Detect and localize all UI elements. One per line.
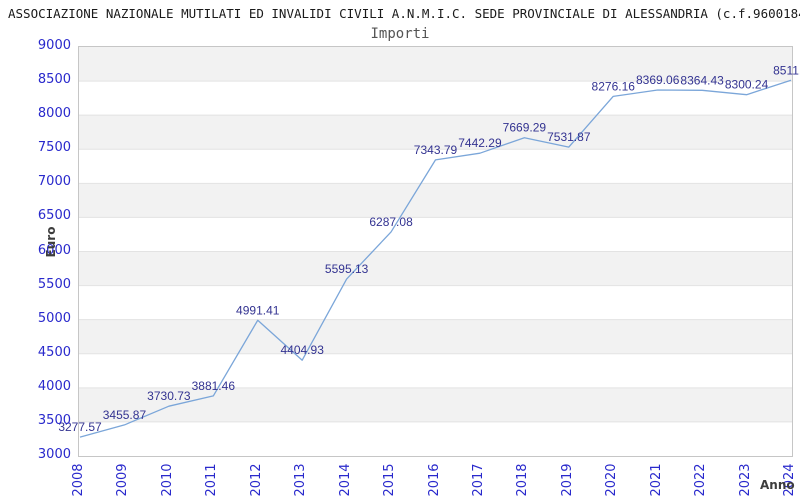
- x-tick-label: 2017: [470, 463, 486, 497]
- y-tick-label: 6500: [37, 208, 71, 224]
- data-point-label: 4404.93: [280, 343, 324, 357]
- data-point-label: 8364.43: [680, 73, 724, 87]
- grid-band: [79, 251, 792, 286]
- data-point-label: 8369.06: [636, 73, 680, 87]
- x-tick-label: 2008: [71, 463, 86, 497]
- data-point-label: 4991.41: [236, 303, 280, 317]
- data-point-label: 3881.46: [192, 379, 236, 393]
- grid-band: [79, 319, 792, 354]
- x-tick-label: 2013: [293, 463, 309, 497]
- plot-area: 3277.57 3455.87 3730.73 3881.46 4991.41 4404.…: [58, 46, 800, 457]
- x-tick-label: 2009: [115, 463, 131, 497]
- y-tick-label: 8500: [37, 72, 71, 88]
- data-point-label: 7343.79: [414, 143, 458, 157]
- data-point-label: 3277.57: [58, 420, 102, 434]
- x-tick-label: 2016: [426, 463, 442, 497]
- data-point-label: 3730.73: [147, 389, 191, 403]
- grid-band: [79, 47, 792, 82]
- data-point-label: 8300.24: [725, 78, 769, 92]
- grid-band: [79, 115, 792, 150]
- data-point-label: 8511.8: [773, 63, 800, 77]
- x-tick-label: 2011: [204, 463, 220, 497]
- data-point-label: 6287.08: [369, 215, 413, 229]
- y-tick-label: 3500: [37, 412, 71, 428]
- y-axis-title: Euro: [44, 226, 58, 258]
- x-tick-label: 2015: [382, 463, 398, 497]
- x-axis-title: Anno: [760, 478, 795, 492]
- x-tick-label: 2014: [337, 463, 353, 497]
- x-tick-label: 2010: [159, 463, 175, 497]
- y-tick-label: 5500: [37, 276, 71, 292]
- data-point-label: 7531.87: [547, 130, 591, 144]
- y-tick-label: 7500: [37, 140, 71, 156]
- x-tick-label: 2019: [559, 463, 575, 497]
- data-point-label: 8276.16: [592, 79, 636, 93]
- x-tick-label: 2022: [693, 463, 709, 497]
- data-point-label: 7442.29: [458, 136, 502, 150]
- y-tick-label: 4000: [37, 378, 71, 394]
- x-tick-label: 2012: [248, 463, 264, 497]
- y-tick-label: 5000: [37, 310, 71, 326]
- data-point-label: 3455.87: [103, 408, 147, 422]
- data-point-label: 5595.13: [325, 262, 369, 276]
- grid-band: [79, 387, 792, 422]
- data-point-label: 7669.29: [503, 121, 547, 135]
- y-tick-label: 7000: [37, 174, 71, 190]
- chart-title: ASSOCIAZIONE NAZIONALE MUTILATI ED INVAL…: [8, 6, 800, 21]
- data-line-series: [79, 79, 792, 438]
- y-tick-label: 3000: [37, 447, 71, 462]
- x-tick-label: 2018: [515, 463, 531, 497]
- x-tick-label: 2020: [604, 463, 620, 497]
- chart-subtitle: Importi: [370, 26, 430, 42]
- grid-band: [79, 183, 792, 218]
- x-tick-label: 2023: [737, 463, 753, 497]
- y-tick-label: 8000: [37, 106, 71, 122]
- y-tick-label: 6000: [37, 242, 71, 258]
- y-tick-label: 4500: [37, 344, 71, 360]
- x-tick-label: 2021: [648, 463, 664, 497]
- y-tick-label: 9000: [37, 38, 71, 53]
